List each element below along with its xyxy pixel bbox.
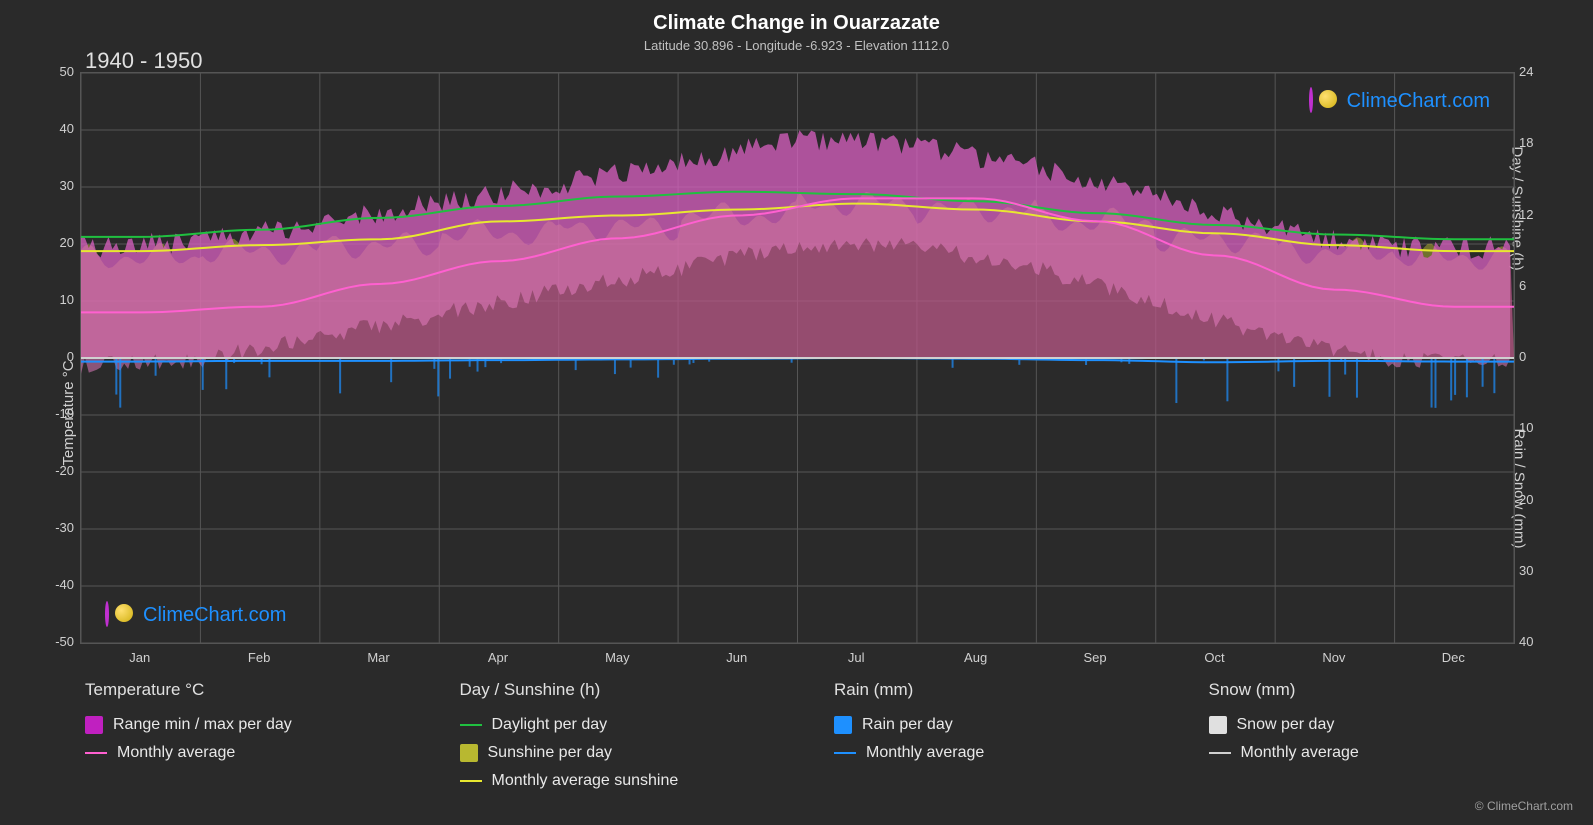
- legend-swatch: [460, 724, 482, 726]
- legend-label: Monthly average: [1241, 744, 1359, 762]
- x-tick: Jan: [129, 650, 150, 665]
- logo-sun-icon: [115, 604, 133, 622]
- y-right-bottom-tick: 40: [1519, 634, 1545, 649]
- legend-swatch: [85, 716, 103, 734]
- y-right-top-tick: 18: [1519, 135, 1545, 150]
- legend-swatch: [1209, 752, 1231, 754]
- x-tick: Aug: [964, 650, 987, 665]
- x-tick: Oct: [1204, 650, 1224, 665]
- legend-swatch: [85, 752, 107, 754]
- x-tick: May: [605, 650, 630, 665]
- legend-item: Monthly average: [85, 744, 440, 762]
- logo-sun-icon: [1319, 90, 1337, 108]
- watermark-text: ClimeChart.com: [143, 604, 286, 627]
- legend-label: Sunshine per day: [488, 744, 613, 762]
- plot-area: ClimeChart.com ClimeChart.com: [80, 72, 1515, 644]
- y-left-tick: -10: [48, 406, 74, 421]
- y-left-tick: -40: [48, 577, 74, 592]
- x-tick: Apr: [488, 650, 508, 665]
- x-tick: Jul: [848, 650, 865, 665]
- legend-group: Day / Sunshine (h) Daylight per day Sunshi…: [460, 680, 815, 790]
- y-left-tick: 10: [48, 292, 74, 307]
- legend-item: Daylight per day: [460, 716, 815, 734]
- logo-circle-icon: [105, 601, 109, 627]
- y-right-top-tick: 24: [1519, 64, 1545, 79]
- legend-group: Temperature °C Range min / max per day Mon…: [85, 680, 440, 790]
- x-tick: Feb: [248, 650, 270, 665]
- legend-label: Daylight per day: [492, 716, 608, 734]
- legend-item: Range min / max per day: [85, 716, 440, 734]
- legend-item: Monthly average sunshine: [460, 772, 815, 790]
- y-right-bottom-tick: 10: [1519, 420, 1545, 435]
- watermark-bottom: ClimeChart.com: [105, 603, 286, 627]
- y-left-tick: 50: [48, 64, 74, 79]
- y-right-top-tick: 6: [1519, 278, 1545, 293]
- legend-group: Rain (mm) Rain per day Monthly average: [834, 680, 1189, 790]
- y-right-top-tick: 0: [1519, 349, 1545, 364]
- legend-label: Range min / max per day: [113, 716, 292, 734]
- legend-header: Temperature °C: [85, 680, 440, 700]
- x-tick: Dec: [1442, 650, 1465, 665]
- legend-label: Monthly average: [117, 744, 235, 762]
- legend-label: Snow per day: [1237, 716, 1335, 734]
- x-tick: Sep: [1083, 650, 1106, 665]
- chart-subtitle: Latitude 30.896 - Longitude -6.923 - Ele…: [0, 38, 1593, 53]
- watermark-text: ClimeChart.com: [1347, 90, 1490, 113]
- legend: Temperature °C Range min / max per day Mon…: [85, 680, 1563, 790]
- legend-label: Monthly average: [866, 744, 984, 762]
- legend-header: Rain (mm): [834, 680, 1189, 700]
- chart-container: Climate Change in Ouarzazate Latitude 30…: [0, 0, 1593, 825]
- y-left-tick: -50: [48, 634, 74, 649]
- legend-item: Monthly average: [834, 744, 1189, 762]
- legend-item: Sunshine per day: [460, 744, 815, 762]
- legend-label: Rain per day: [862, 716, 953, 734]
- y-left-tick: 40: [48, 121, 74, 136]
- period-label: 1940 - 1950: [85, 48, 202, 74]
- legend-swatch: [1209, 716, 1227, 734]
- x-tick: Mar: [367, 650, 389, 665]
- x-tick: Nov: [1322, 650, 1345, 665]
- legend-item: Monthly average: [1209, 744, 1564, 762]
- y-left-tick: 30: [48, 178, 74, 193]
- x-tick: Jun: [726, 650, 747, 665]
- legend-swatch: [834, 752, 856, 754]
- legend-swatch: [460, 744, 478, 762]
- watermark-top: ClimeChart.com: [1309, 89, 1490, 113]
- legend-label: Monthly average sunshine: [492, 772, 679, 790]
- y-left-tick: 20: [48, 235, 74, 250]
- copyright: © ClimeChart.com: [1475, 799, 1573, 813]
- y-left-tick: -30: [48, 520, 74, 535]
- y-left-tick: 0: [48, 349, 74, 364]
- legend-item: Snow per day: [1209, 716, 1564, 734]
- legend-group: Snow (mm) Snow per day Monthly average: [1209, 680, 1564, 790]
- y-right-top-tick: 12: [1519, 207, 1545, 222]
- y-left-tick: -20: [48, 463, 74, 478]
- y-right-bottom-tick: 30: [1519, 563, 1545, 578]
- legend-item: Rain per day: [834, 716, 1189, 734]
- legend-header: Day / Sunshine (h): [460, 680, 815, 700]
- legend-header: Snow (mm): [1209, 680, 1564, 700]
- chart-title: Climate Change in Ouarzazate: [0, 12, 1593, 35]
- logo-circle-icon: [1309, 87, 1313, 113]
- legend-swatch: [834, 716, 852, 734]
- y-right-bottom-tick: 20: [1519, 492, 1545, 507]
- legend-swatch: [460, 780, 482, 782]
- plot-svg: [81, 73, 1514, 643]
